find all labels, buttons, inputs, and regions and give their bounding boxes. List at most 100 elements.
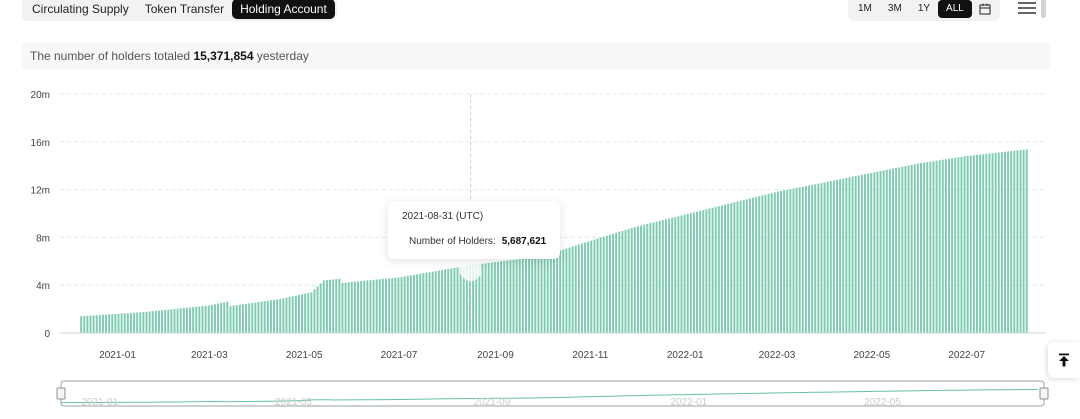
bar [879, 171, 882, 333]
bar [994, 152, 997, 333]
bar [490, 262, 493, 333]
bar [459, 266, 462, 333]
bar [139, 312, 142, 333]
range-navigator: 2021-01 2021-05 2021-09 2022-01 2022-05 [56, 380, 1049, 408]
bar [692, 212, 695, 333]
bar [755, 196, 758, 333]
bar [643, 224, 646, 333]
range-3m-button[interactable]: 3M [887, 3, 902, 14]
bar [963, 156, 966, 333]
bar [608, 234, 611, 333]
bar [80, 316, 83, 333]
bar [938, 160, 941, 333]
range-1y-button[interactable]: 1Y [917, 3, 931, 14]
bar [291, 296, 294, 333]
bar [164, 309, 167, 333]
bar [273, 299, 275, 333]
bar [920, 163, 922, 333]
bar [263, 301, 266, 333]
bar [895, 167, 898, 333]
bar [515, 259, 518, 333]
navigator-right-handle[interactable] [1039, 387, 1049, 400]
bar [792, 188, 795, 333]
bar [335, 279, 338, 333]
tab-token-transfer[interactable]: Token Transfer [144, 2, 225, 16]
bar [814, 184, 817, 333]
bar [776, 191, 779, 333]
bar [727, 203, 730, 333]
bar [612, 233, 615, 333]
bar [686, 213, 689, 333]
bar [954, 157, 957, 333]
chart-tabs: Circulating Supply Token Transfer Holdin… [22, 0, 337, 21]
bar [932, 161, 935, 333]
bar [133, 312, 136, 333]
bar [758, 196, 761, 333]
bar [167, 309, 170, 333]
bar [217, 303, 220, 333]
bar [416, 274, 419, 333]
bar [248, 303, 251, 333]
tooltip-label: Number of Holders: [409, 236, 496, 247]
bar [951, 158, 954, 333]
bar [593, 239, 596, 333]
bar [120, 313, 123, 333]
bar [640, 225, 643, 333]
navigator-tick-label: 2022-01 [671, 397, 708, 408]
bar [353, 281, 356, 333]
bar [1007, 151, 1010, 333]
bar [409, 275, 412, 333]
x-tick-label: 2021-09 [477, 350, 514, 361]
bar [98, 315, 101, 333]
x-tick-label: 2021-01 [99, 350, 136, 361]
vertical-scrollbar[interactable] [1041, 0, 1046, 18]
bar [652, 222, 655, 333]
tooltip-date: 2021-08-31 (UTC) [402, 211, 484, 222]
bar [549, 253, 552, 333]
bar [982, 154, 985, 333]
y-tick-label: 20m [31, 90, 50, 101]
bar [910, 164, 913, 333]
navigator-tick-label: 2021-01 [81, 397, 118, 408]
bar [344, 282, 347, 333]
bar [543, 255, 546, 333]
bar [357, 281, 359, 333]
tab-holding-account[interactable]: Holding Account [232, 0, 335, 19]
bar [633, 227, 636, 333]
bar [403, 276, 406, 333]
bar [988, 153, 991, 333]
bar [512, 259, 515, 333]
bar [198, 306, 201, 333]
hamburger-menu-icon[interactable] [1018, 0, 1036, 16]
bar [316, 286, 319, 333]
bar [770, 193, 773, 333]
bar [347, 282, 350, 333]
back-to-top-icon[interactable] [1048, 342, 1080, 378]
calendar-icon[interactable] [972, 0, 998, 18]
bar [285, 297, 288, 333]
bar [870, 172, 873, 333]
bar [329, 279, 331, 333]
bar [207, 305, 210, 333]
bar [621, 230, 624, 333]
bar [820, 183, 823, 333]
bar [108, 314, 111, 333]
navigator-left-handle[interactable] [56, 387, 66, 400]
bar [904, 166, 907, 333]
bar [469, 265, 471, 333]
bar [941, 159, 944, 333]
bar [985, 153, 988, 333]
bar [101, 314, 104, 333]
range-all-button[interactable]: ALL [938, 0, 972, 18]
bar [294, 295, 297, 333]
bar [338, 278, 341, 333]
bar [487, 262, 490, 333]
bar [745, 199, 748, 333]
bar [658, 220, 661, 333]
bar [553, 252, 555, 333]
range-1m-button[interactable]: 1M [858, 3, 872, 14]
tab-circulating-supply[interactable]: Circulating Supply [32, 2, 129, 16]
bar [736, 201, 739, 333]
bar [944, 159, 947, 333]
bar [444, 269, 447, 333]
